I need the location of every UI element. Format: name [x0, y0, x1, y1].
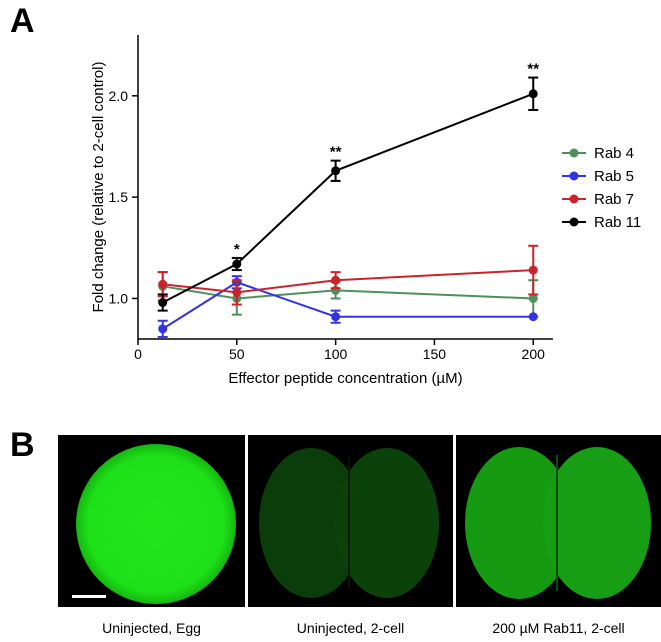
x-tick-label: 150	[423, 346, 447, 362]
data-point-rab-7	[331, 275, 341, 285]
scale-bar	[72, 595, 106, 598]
data-point-rab-11	[331, 166, 341, 176]
series-line-rab-4	[162, 285, 534, 300]
series-line-rab-11	[162, 92, 534, 304]
data-point-rab-7	[232, 287, 242, 297]
legend-marker	[569, 194, 579, 204]
x-tick-label: 100	[324, 346, 348, 362]
legend-label: Rab 11	[594, 214, 641, 231]
legend-marker	[569, 171, 579, 181]
caption-rab11-2cell: 200 µM Rab11, 2-cell	[492, 620, 625, 636]
x-tick-label: 50	[229, 346, 245, 362]
y-axis-title: Fold change (relative to 2-cell control)	[90, 62, 107, 313]
legend-marker	[569, 148, 579, 158]
micrograph-uninjected-egg	[58, 435, 245, 607]
legend-label: Rab 7	[594, 191, 634, 208]
caption-uninjected-egg: Uninjected, Egg	[102, 620, 201, 636]
legend-marker	[569, 217, 579, 227]
data-point-rab-11	[158, 298, 168, 308]
panel-a-letter: A	[10, 2, 35, 40]
x-tick-label: 200	[522, 346, 546, 362]
significance-marker: *	[234, 241, 240, 258]
data-point-rab-7	[528, 265, 538, 275]
x-tick-label: 0	[134, 346, 142, 362]
data-point-rab-5	[528, 312, 538, 322]
data-point-rab-5	[331, 312, 341, 322]
y-tick-label: 1.0	[109, 290, 129, 306]
x-axis-title: Effector peptide concentration (µM)	[228, 370, 462, 387]
series-line-rab-5	[162, 281, 534, 330]
panel-b-letter: B	[10, 426, 35, 464]
y-tick-label: 2.0	[109, 88, 129, 104]
series-line-rab-7	[162, 269, 534, 294]
y-tick-label: 1.5	[109, 189, 129, 205]
data-point-rab-11	[528, 89, 538, 99]
data-point-rab-11	[232, 259, 242, 269]
data-point-rab-4	[528, 293, 538, 303]
significance-marker: **	[527, 61, 539, 78]
legend-label: Rab 5	[594, 168, 634, 185]
micrograph-rab11-2cell	[456, 435, 661, 607]
significance-marker: **	[330, 144, 342, 161]
data-point-rab-7	[158, 279, 168, 289]
legend-label: Rab 4	[594, 145, 634, 162]
caption-uninjected-2cell: Uninjected, 2-cell	[296, 620, 405, 636]
micrograph-uninjected-2cell	[248, 435, 453, 607]
line-chart: 0 50 100 150 200 1.0 1.5 2.0 Effector peptide co…	[90, 35, 641, 387]
data-point-rab-5	[158, 324, 168, 334]
micrograph-row	[58, 435, 661, 607]
